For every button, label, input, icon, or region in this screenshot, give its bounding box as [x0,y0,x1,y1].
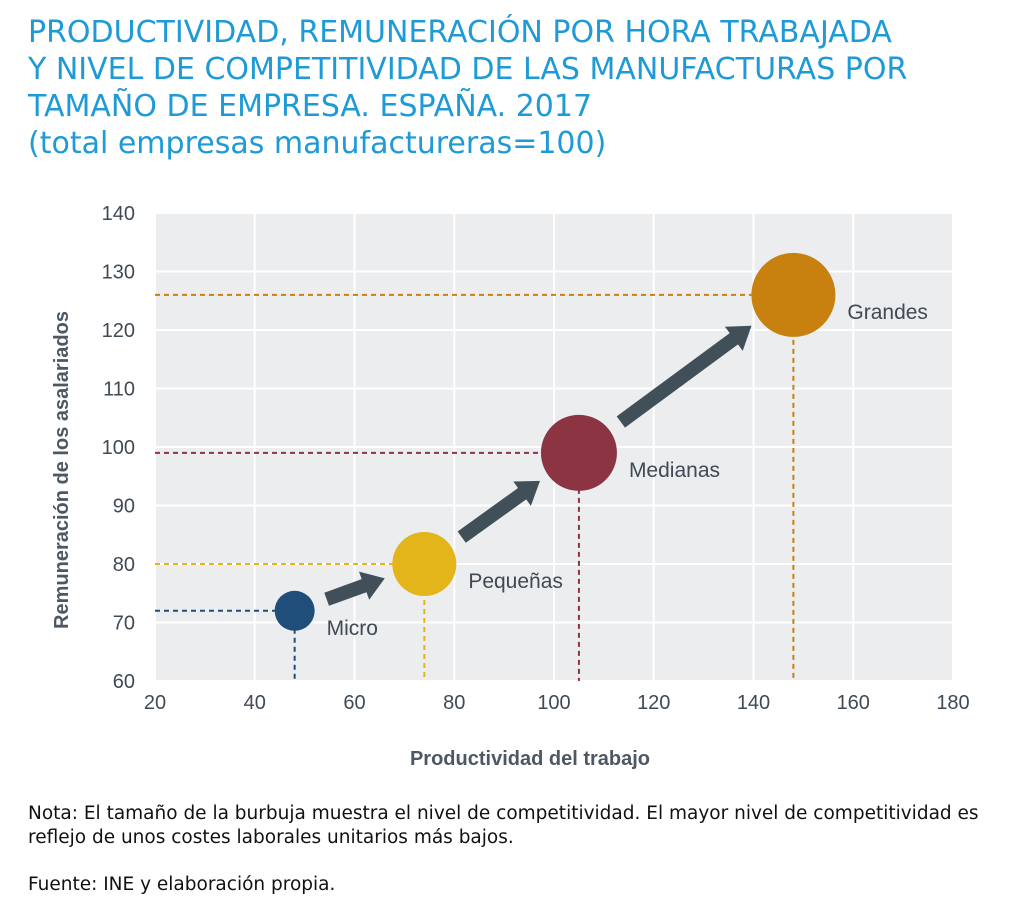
x-tick-label: 80 [443,692,465,714]
x-tick-label: 60 [343,692,365,714]
bubble-medianas [540,414,617,491]
trend-arrow [324,571,385,606]
x-tick-label: 160 [837,692,870,714]
y-tick-label: 60 [113,671,135,693]
title-line-3: TAMAÑO DE EMPRESA. ESPAÑA. 2017 [28,89,593,124]
y-tick-label: 140 [102,203,135,225]
y-axis-title: Remuneración de los asalariados [51,311,73,629]
y-tick-label: 70 [113,613,135,635]
y-tick-label: 100 [102,437,135,459]
trend-arrow [616,325,752,428]
x-tick-label: 120 [637,692,670,714]
y-tick-label: 130 [102,262,135,284]
bubble-label: Pequeñas [468,570,563,593]
y-tick-label: 120 [102,320,135,342]
bubble-grandes [751,252,836,337]
bubble-label: Grandes [847,301,928,324]
x-tick-label: 20 [144,692,166,714]
bubble-label: Medianas [629,459,720,482]
source-text: Fuente: INE y elaboración propia. [28,874,336,895]
note-text: Nota: El tamaño de la burbuja muestra el… [28,803,979,848]
y-tick-label: 80 [113,554,135,576]
x-tick-label: 40 [244,692,266,714]
bubble-chart: 20 40 60 80 100 120 140 160 180 60 70 80 90 100 110 120… [51,203,970,770]
bubble-label: Micro [327,617,378,640]
title-line-4: (total empresas manufactureras=100) [28,126,607,161]
y-tick-label: 90 [113,496,135,518]
title-line-2: Y NIVEL DE COMPETITIVIDAD DE LAS MANUFAC… [28,52,908,87]
bubble-pequenas [392,532,457,596]
bubble-micro [274,590,315,631]
chart-title: PRODUCTIVIDAD, REMUNERACIÓN POR HORA TRA… [28,14,1008,162]
x-tick-label: 100 [537,692,570,714]
x-tick-label: 140 [737,692,770,714]
trend-arrow [457,480,540,543]
y-tick-label: 110 [103,379,135,401]
x-tick-label: 180 [936,692,969,714]
title-line-1: PRODUCTIVIDAD, REMUNERACIÓN POR HORA TRA… [28,15,892,50]
x-axis-title: Productividad del trabajo [410,748,650,770]
